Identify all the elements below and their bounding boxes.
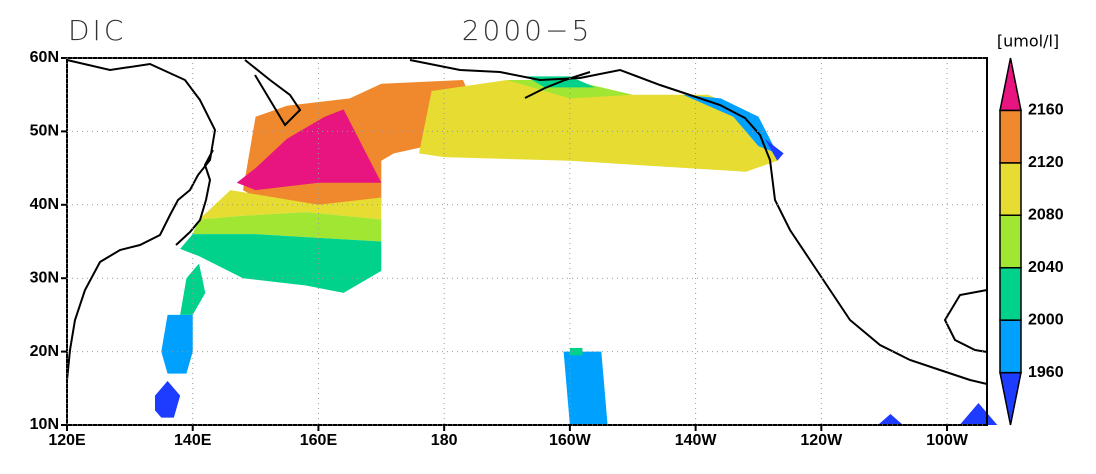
- mexico-coast: [943, 289, 988, 353]
- colorbar-label: 2160: [1028, 102, 1064, 119]
- colorbar-label: 2000: [1028, 311, 1064, 328]
- colorbar-swatch: [999, 266, 1022, 321]
- lon-tick-label: 120W: [800, 432, 843, 449]
- lat-tick-label: 40N: [30, 196, 59, 213]
- units-label: [umol/l]: [997, 32, 1059, 51]
- shaded-region: [959, 402, 998, 425]
- shaded-region: [161, 314, 193, 374]
- shaded-region: [877, 413, 904, 425]
- lat-tick-label: 50N: [30, 123, 59, 140]
- colorbar-swatch: [999, 214, 1022, 269]
- lon-tick-label: 140W: [675, 432, 718, 449]
- shaded-region: [419, 80, 778, 172]
- shaded-region: [569, 347, 583, 356]
- lat-tick-label: 10N: [30, 416, 59, 433]
- shaded-region: [199, 190, 382, 220]
- colorbar-swatch: [999, 57, 1022, 112]
- colorbar-label: 2040: [1028, 259, 1064, 276]
- colorbar-swatch: [999, 371, 1022, 426]
- coastlines: [66, 59, 988, 385]
- lat-tick-label: 20N: [30, 343, 59, 360]
- shaded-region: [563, 351, 608, 425]
- asia-coast: [66, 59, 217, 381]
- colorbar-swatch: [999, 319, 1022, 374]
- lon-tick-label: 140E: [174, 432, 212, 449]
- colorbar-swatch: [999, 162, 1022, 217]
- shaded-region: [180, 263, 206, 315]
- variable-title: DIC: [68, 14, 126, 47]
- lon-tick-label: 100W: [926, 432, 969, 449]
- lat-tick-label: 60N: [30, 49, 59, 66]
- shaded-region: [155, 380, 181, 418]
- colorbar-label: 2120: [1028, 154, 1064, 171]
- shaded-region: [236, 109, 382, 191]
- lon-tick-label: 160E: [300, 432, 338, 449]
- kamchatka: [244, 59, 302, 127]
- lon-tick-label: 180: [431, 432, 458, 449]
- lat-tick-label: 30N: [30, 269, 59, 286]
- lon-tick-label: 160W: [549, 432, 592, 449]
- japan: [175, 149, 214, 246]
- shaded-region: [180, 234, 382, 293]
- alaska-coast: [409, 59, 988, 385]
- lon-tick-label: 120E: [48, 432, 86, 449]
- aleutians: [524, 71, 591, 99]
- colorbar-label: 1960: [1028, 364, 1064, 381]
- shaded-region: [683, 94, 778, 154]
- colorbar-label: 2080: [1028, 207, 1064, 224]
- colorbar-swatch: [999, 109, 1022, 164]
- date-title: 2000−5: [462, 14, 593, 47]
- shaded-region: [764, 138, 784, 161]
- shaded-region: [507, 80, 633, 99]
